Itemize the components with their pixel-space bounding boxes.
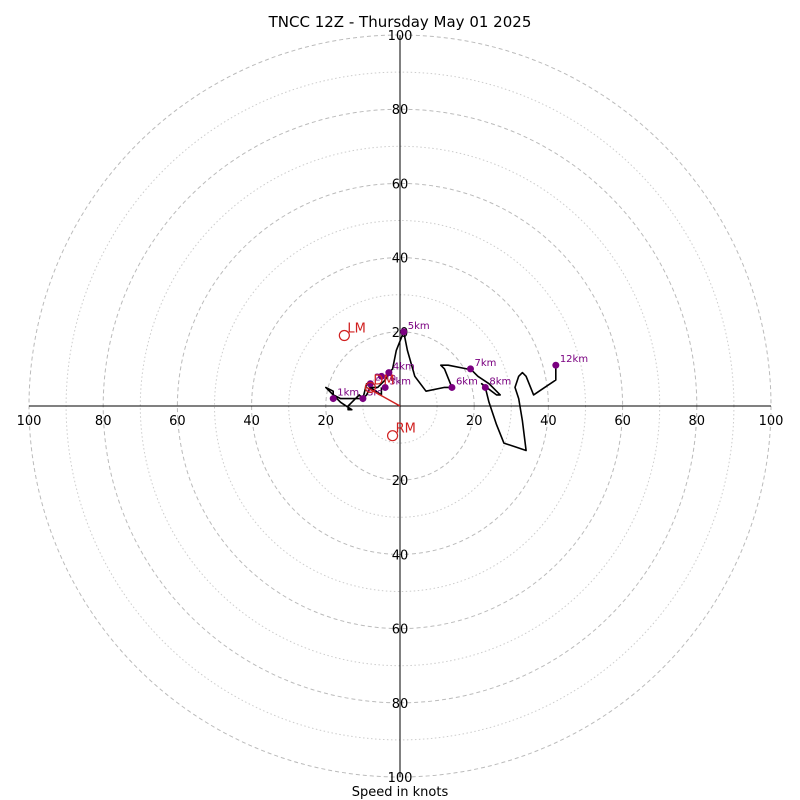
height-point bbox=[448, 383, 456, 391]
y-tick-label: 40 bbox=[392, 252, 409, 267]
height-label: 12km bbox=[560, 354, 588, 365]
height-point bbox=[466, 365, 474, 373]
x-tick-label: 100 bbox=[17, 414, 42, 429]
height-label: 1km bbox=[337, 388, 359, 399]
height-point bbox=[381, 383, 389, 391]
x-tick-label: 20 bbox=[318, 414, 335, 429]
x-tick-label: 20 bbox=[466, 414, 483, 429]
x-tick-label: 80 bbox=[95, 414, 112, 429]
motion-label: DM bbox=[373, 373, 394, 388]
height-label: 7km bbox=[474, 358, 496, 369]
y-tick-label: 20 bbox=[392, 474, 409, 489]
height-point bbox=[329, 395, 337, 403]
x-tick-label: 80 bbox=[689, 414, 706, 429]
y-tick-label: 40 bbox=[392, 548, 409, 563]
height-point bbox=[377, 372, 385, 380]
height-point bbox=[359, 395, 367, 403]
height-point bbox=[400, 328, 408, 336]
storm-motion-vector bbox=[366, 386, 401, 407]
x-tick-label: 40 bbox=[540, 414, 557, 429]
height-label: 8km bbox=[489, 376, 511, 387]
height-point bbox=[552, 361, 560, 369]
x-tick-label: 60 bbox=[169, 414, 186, 429]
height-label: 6km bbox=[456, 376, 478, 387]
motion-label: LM bbox=[347, 322, 365, 337]
axis-tick-labels: 100 100 100 100 80 80 80 80 60 60 60 60 40 40 40 40 20 20… bbox=[17, 29, 784, 786]
height-point bbox=[366, 380, 374, 388]
motion-marker bbox=[386, 430, 399, 442]
x-axis-label: Speed in knots bbox=[352, 785, 449, 800]
y-tick-label: 60 bbox=[392, 623, 409, 638]
hodograph-trace bbox=[324, 330, 557, 452]
x-tick-label: 100 bbox=[759, 414, 784, 429]
y-tick-label: 80 bbox=[392, 103, 409, 118]
storm-motion-markers: LM RM DM bbox=[338, 322, 416, 442]
chart-title: TNCC 12Z - Thursday May 01 2025 bbox=[268, 13, 532, 31]
motion-label: RM bbox=[396, 422, 416, 437]
height-label: 5km bbox=[408, 321, 430, 332]
height-point bbox=[385, 369, 393, 377]
height-label: Sfc bbox=[367, 388, 382, 399]
height-point bbox=[481, 383, 489, 391]
height-label: 3km bbox=[389, 376, 411, 387]
x-tick-label: 60 bbox=[614, 414, 631, 429]
x-tick-label: 40 bbox=[243, 414, 260, 429]
motion-marker bbox=[364, 381, 376, 394]
y-tick-label: 100 bbox=[388, 771, 413, 786]
motion-marker bbox=[338, 329, 350, 342]
y-tick-label: 100 bbox=[388, 29, 413, 44]
hodograph-line bbox=[324, 330, 557, 452]
y-tick-label: 60 bbox=[392, 177, 409, 192]
height-label: 4km bbox=[393, 362, 415, 373]
y-tick-label: 80 bbox=[392, 697, 409, 712]
height-label: 2km bbox=[374, 373, 396, 384]
